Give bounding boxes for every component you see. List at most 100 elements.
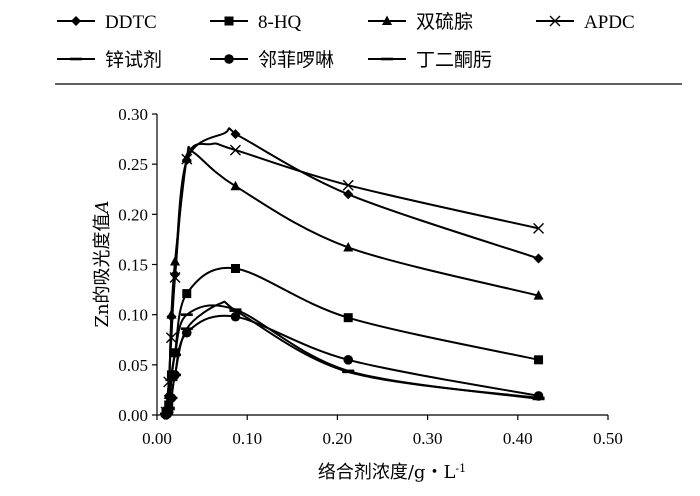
x-marker-icon	[181, 153, 193, 165]
data-point	[343, 355, 354, 365]
x-marker-icon	[169, 272, 181, 284]
square-marker-icon	[224, 16, 234, 26]
y-tick-label: 0.05	[118, 356, 148, 375]
legend-marker	[549, 15, 561, 27]
legend-item: 锌试剂	[57, 49, 162, 71]
data-point	[166, 309, 177, 319]
data-point	[533, 290, 544, 300]
data-point	[180, 313, 193, 316]
triangle-marker-icon	[170, 255, 181, 266]
legend-label: 锌试剂	[105, 49, 162, 71]
square-marker-icon	[534, 355, 544, 365]
data-point	[532, 397, 545, 401]
legend-marker	[381, 57, 393, 61]
legend-marker	[224, 16, 234, 26]
x-tick-label: 0.40	[503, 429, 533, 448]
legend-item: 8-HQ	[210, 12, 302, 33]
data-point	[165, 378, 178, 382]
x-marker-icon	[549, 15, 561, 27]
data-point	[230, 264, 240, 274]
data-point	[229, 308, 242, 311]
data-point	[343, 313, 353, 323]
legend-marker	[71, 16, 81, 26]
series-layer	[160, 127, 545, 420]
diamond-marker-icon	[343, 189, 354, 200]
legend-label: 双硫腙	[416, 11, 473, 33]
legend-label: 邻菲啰啉	[258, 49, 334, 71]
y-tick-label: 0.30	[118, 105, 148, 124]
y-axis-title: Zn的吸光度值A	[92, 200, 113, 327]
data-point	[181, 153, 193, 165]
triangle-marker-icon	[533, 290, 544, 300]
x-marker-icon	[165, 332, 177, 344]
legend-label: APDC	[584, 12, 635, 33]
dash-marker-icon	[532, 397, 545, 401]
circle-marker-icon	[166, 393, 177, 403]
x-tick-label: 0.30	[413, 429, 443, 448]
series-ddtc	[161, 127, 544, 418]
legend-marker	[382, 15, 392, 25]
dash-marker-icon	[381, 57, 393, 61]
dash-marker-icon	[342, 369, 355, 373]
data-point	[534, 355, 544, 365]
series-apdc	[160, 142, 545, 418]
y-tick-label: 0.25	[118, 155, 148, 174]
dash-marker-icon	[160, 412, 173, 416]
data-point	[343, 189, 354, 200]
dash-marker-icon	[180, 313, 193, 316]
data-point	[229, 144, 241, 156]
data-point	[343, 241, 354, 252]
data-point	[181, 327, 192, 338]
data-point	[230, 129, 241, 140]
series-line	[165, 314, 539, 416]
legend-item: 邻菲啰啉	[210, 49, 334, 71]
square-marker-icon	[230, 264, 240, 274]
data-point	[342, 369, 355, 373]
x-tick-label: 0.00	[142, 429, 172, 448]
legend-label: DDTC	[105, 12, 157, 33]
y-tick-label: 0.00	[118, 406, 148, 425]
dash-marker-icon	[229, 308, 242, 311]
data-point	[162, 406, 175, 410]
legend-item: 丁二酮肟	[368, 50, 492, 71]
data-point	[230, 180, 241, 191]
x-tick-label: 0.50	[593, 429, 623, 448]
data-point	[169, 272, 181, 284]
circle-marker-icon	[230, 311, 241, 322]
data-point	[230, 311, 241, 322]
triangle-marker-icon	[343, 241, 354, 252]
data-point	[166, 393, 177, 403]
x-tick-label: 0.20	[323, 429, 353, 448]
dash-marker-icon	[169, 353, 182, 357]
legend-marker	[70, 57, 82, 61]
data-point	[169, 353, 182, 357]
square-marker-icon	[343, 313, 353, 323]
legend-marker	[224, 54, 234, 64]
data-point	[533, 253, 544, 264]
x-marker-icon	[342, 179, 354, 191]
triangle-marker-icon	[382, 15, 392, 25]
data-point	[533, 222, 545, 234]
data-point	[165, 332, 177, 344]
data-point	[182, 289, 192, 299]
data-point	[160, 412, 173, 416]
diamond-marker-icon	[230, 129, 241, 140]
dash-marker-icon	[70, 57, 82, 61]
legend-item: 双硫腙	[368, 11, 473, 33]
circle-marker-icon	[181, 327, 192, 338]
data-point	[342, 179, 354, 191]
triangle-marker-icon	[230, 180, 241, 191]
x-marker-icon	[229, 144, 241, 156]
circle-marker-icon	[224, 54, 234, 64]
dash-marker-icon	[162, 406, 175, 410]
x-tick-label: 0.10	[232, 429, 262, 448]
legend-item: APDC	[536, 12, 635, 33]
axes: 0.00 0.05 0.10 0.15 0.20 0.25 0.30 0.00 0.10 0.20…	[118, 105, 623, 448]
square-marker-icon	[182, 289, 192, 299]
dash-marker-icon	[165, 378, 178, 382]
y-tick-label: 0.20	[118, 205, 148, 224]
legend-label: 丁二酮肟	[416, 50, 492, 71]
series-8hq	[161, 264, 544, 418]
triangle-marker-icon	[166, 309, 177, 319]
